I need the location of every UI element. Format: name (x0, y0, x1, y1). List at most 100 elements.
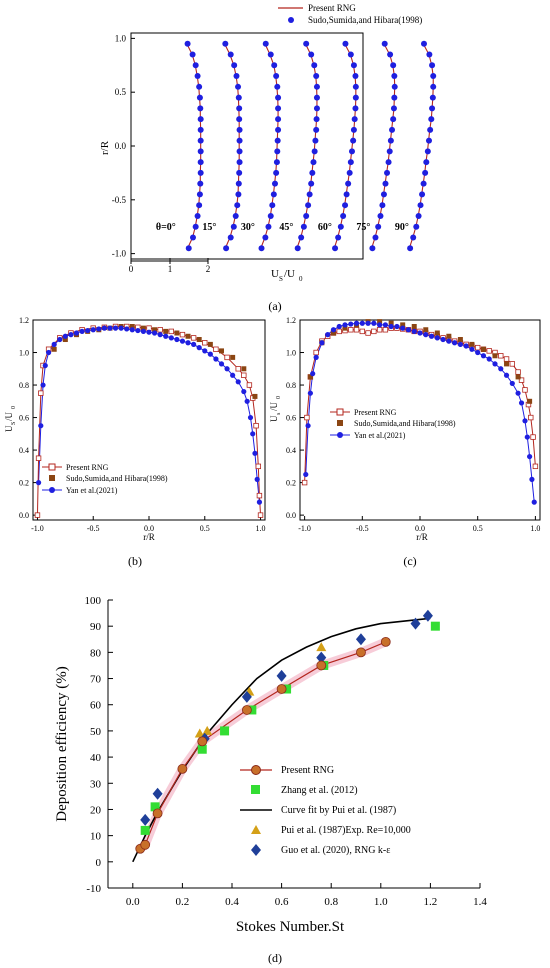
panel-c-yan-marker (452, 340, 458, 346)
panel-a-point (305, 202, 312, 209)
panel-a-point (275, 126, 282, 133)
panel-b-y-tick-label: 1.2 (19, 316, 29, 325)
panel-c-sudo-marker (480, 346, 486, 352)
panel-a-point (424, 148, 431, 155)
panel-a-y-tick-label: -0.5 (112, 195, 127, 205)
panel-d-pui-marker (202, 725, 213, 735)
legend-b-label-rng: Present RNG (66, 463, 109, 472)
panel-b-yan-marker (79, 328, 85, 334)
panel-b-yan-line (38, 327, 260, 503)
panel-a-point (308, 180, 315, 187)
panel-a-point (372, 234, 379, 241)
panel-a-point (347, 51, 354, 58)
panel-b-y-label-sub: S (11, 422, 17, 425)
panel-d-rng-line (139, 641, 386, 850)
panel-d-guo-marker (316, 651, 327, 664)
panel-a-point (342, 40, 349, 47)
panel-a-point (382, 180, 389, 187)
panel-c-yan-marker (411, 328, 417, 334)
panel-a-scale-label: 1 (168, 264, 173, 274)
panel-c-legend: Present RNG Sudo,Sumida,and Hibara(1998)… (330, 408, 456, 440)
panel-b-yan-marker (129, 327, 135, 333)
panel-b-yan-marker (244, 398, 250, 404)
panel-c-rng-marker (474, 344, 481, 351)
panel-c-y-tick-label: 0.4 (286, 446, 296, 455)
panel-a-point (311, 148, 318, 155)
panel-b-sudo-marker (140, 325, 146, 331)
panel-d-rng-marker (177, 763, 188, 774)
panel-d-y-tick-label: 60 (90, 700, 102, 712)
panel-a-point (236, 105, 243, 112)
panel-a-point (275, 105, 282, 112)
panel-c-yan-marker (336, 323, 342, 330)
panel-a-point (346, 169, 353, 176)
panel-c-yan-marker (518, 400, 525, 406)
panel-a-point (196, 83, 203, 90)
panel-a-point (196, 191, 203, 198)
panel-d-rng-marker (316, 660, 327, 671)
panel-d-y-tick-label: -10 (86, 883, 101, 895)
panel-b-yan-marker (151, 330, 158, 336)
panel-c-rng-marker (503, 356, 510, 362)
panel-c-sudo-marker (388, 320, 394, 326)
panel-a-point (385, 159, 392, 166)
panel-b-y-label: U S /U 0 (4, 406, 17, 432)
panel-a-point (235, 94, 242, 101)
panel-a-point (274, 137, 281, 144)
panel-b-yan-marker (124, 326, 130, 332)
panel-a-point (235, 83, 242, 90)
legend-b-marker-sudo (49, 475, 55, 481)
panel-a-point (194, 212, 201, 219)
panel-d-guo-marker (422, 609, 433, 622)
panel-d-guo-marker (355, 633, 366, 646)
panel-c-rng-marker (515, 369, 521, 375)
panel-a-point (313, 83, 320, 90)
panel-b-yan-marker (38, 423, 44, 429)
panel-a-point (262, 40, 269, 47)
panel-a-point (427, 126, 434, 133)
panel-d-rng-marker (241, 705, 252, 715)
panel-b-y-label-main: U (4, 425, 14, 432)
panel-d-pui-marker (316, 642, 327, 652)
panel-c-rng-marker (382, 327, 389, 333)
panel-a-point (347, 159, 354, 166)
panel-a-rng-curve (371, 43, 396, 249)
panel-c-yan-marker (303, 471, 309, 478)
panel-a-point (377, 212, 384, 219)
panel-b-rng-marker (157, 327, 163, 333)
panel-a-point (197, 159, 204, 166)
panel-b-sudo-marker (51, 346, 57, 352)
panel-a-point (351, 116, 358, 123)
panel-a-point (234, 202, 241, 209)
panel-c-sudo-marker (446, 333, 452, 339)
panel-d-legend: Present RNG Zhang et al. (2012) Curve fi… (240, 765, 411, 856)
legend-b-label-sudo: Sudo,Sumida,and Hibara(1998) (66, 474, 168, 483)
panel-b-yan-marker (107, 325, 113, 331)
panel-c-yan-marker (509, 380, 515, 387)
panel-d: 0.0 0.2 0.4 0.6 0.8 1.0 1.2 1.4 -10 0 10 20 30 40 50 60… (54, 595, 487, 965)
panel-b-yan-marker (73, 330, 80, 336)
panel-c-y-tick-label: 0.8 (286, 381, 296, 390)
panel-c-yan-marker (365, 320, 371, 326)
panel-b-yan-marker (112, 325, 119, 331)
panel-c-yan-marker (440, 336, 446, 343)
panel-c-yan-marker (492, 361, 498, 367)
panel-a-point (303, 40, 310, 47)
panel-b-yan-marker (168, 335, 174, 341)
panel-d-y-tick-label: 40 (90, 752, 102, 764)
legend-d-label-guo: Guo et al. (2020), RNG k-ε (281, 845, 390, 856)
panel-c-yan-marker (307, 390, 313, 396)
panel-b-yan-marker (224, 366, 230, 372)
panel-a-point (273, 159, 280, 166)
panel-d-x-tick-label: 0.4 (225, 896, 239, 908)
panel-c-yan-marker (330, 327, 337, 333)
panel-c-yan-marker (486, 356, 492, 362)
panel-d-rng-marker (276, 684, 287, 694)
panel-b-y-tick-label: 1.0 (19, 349, 29, 358)
panel-b-yan-marker (235, 379, 241, 385)
panel-c-yan-marker (531, 499, 537, 505)
panel-c-rng-marker (336, 328, 342, 335)
panel-a-point (380, 191, 387, 198)
panel-b-yan-marker (252, 450, 258, 456)
panel-b-rng-marker (38, 390, 44, 396)
